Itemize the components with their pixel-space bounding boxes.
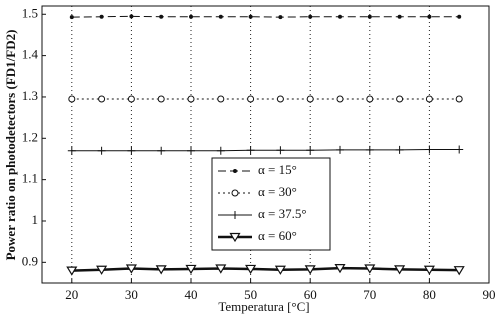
legend-marker xyxy=(231,189,239,197)
marker xyxy=(218,14,223,19)
marker xyxy=(187,95,195,103)
marker xyxy=(159,14,164,19)
marker xyxy=(453,266,465,276)
marker xyxy=(69,15,74,20)
marker xyxy=(365,145,374,154)
marker xyxy=(127,95,135,103)
x-tick-label: 40 xyxy=(185,287,198,302)
marker xyxy=(334,264,346,274)
marker xyxy=(397,14,402,19)
legend-label: α = 30° xyxy=(258,184,297,199)
marker xyxy=(96,265,108,275)
marker xyxy=(306,146,315,155)
y-tick-label: 1.5 xyxy=(22,5,38,20)
series-line xyxy=(71,148,460,152)
y-tick-label: 1 xyxy=(32,212,39,227)
marker xyxy=(215,264,227,274)
marker xyxy=(216,146,225,155)
x-tick-label: 50 xyxy=(244,287,257,302)
plot-frame xyxy=(41,5,490,284)
marker xyxy=(189,14,193,19)
marker xyxy=(127,146,136,155)
marker xyxy=(457,14,462,19)
x-tick-label: 60 xyxy=(304,287,317,302)
legend-label: α = 15° xyxy=(258,162,297,177)
marker xyxy=(185,264,197,275)
marker xyxy=(246,146,255,155)
marker xyxy=(425,95,433,103)
marker xyxy=(304,265,316,275)
marker xyxy=(217,95,225,103)
marker xyxy=(248,14,253,19)
y-tick-label: 0.9 xyxy=(22,253,38,268)
marker xyxy=(157,95,165,103)
marker xyxy=(366,95,374,103)
marker xyxy=(155,265,167,275)
legend-marker xyxy=(233,169,237,173)
marker xyxy=(129,14,134,19)
marker xyxy=(425,145,434,154)
legend-label: α = 37.5° xyxy=(258,206,307,221)
marker xyxy=(276,95,284,103)
x-tick-label: 80 xyxy=(423,287,436,302)
marker xyxy=(395,145,404,154)
legend-marker xyxy=(231,211,239,219)
y-tick-label: 1.1 xyxy=(22,171,38,186)
marker xyxy=(455,95,463,103)
marker xyxy=(66,266,78,276)
marker xyxy=(98,95,106,103)
series-line xyxy=(71,266,460,272)
marker xyxy=(423,265,435,275)
marker xyxy=(336,95,344,103)
x-tick-label: 20 xyxy=(65,287,78,302)
marker xyxy=(276,146,285,155)
marker xyxy=(97,146,106,155)
legend-label: α = 60° xyxy=(258,228,297,243)
marker xyxy=(336,145,344,154)
marker xyxy=(455,145,464,154)
x-tick-label: 70 xyxy=(363,287,376,302)
marker xyxy=(99,14,104,19)
y-tick-label: 1.4 xyxy=(22,47,39,62)
marker xyxy=(68,95,76,103)
y-tick-label: 1.2 xyxy=(22,129,38,144)
marker xyxy=(367,14,372,19)
y-axis-label: Power ratio on photodetectors (FD1/FD2) xyxy=(3,30,18,261)
marker xyxy=(278,15,283,20)
marker xyxy=(306,95,314,103)
marker xyxy=(364,264,376,274)
marker xyxy=(396,95,404,103)
marker xyxy=(308,14,313,19)
marker xyxy=(247,95,255,103)
marker xyxy=(125,264,137,274)
x-tick-label: 30 xyxy=(125,287,138,302)
series-line xyxy=(71,15,460,18)
marker xyxy=(245,264,257,275)
marker xyxy=(67,146,76,155)
marker xyxy=(394,265,406,275)
y-tick-label: 1.3 xyxy=(22,88,38,103)
marker xyxy=(274,265,286,275)
marker xyxy=(187,146,195,155)
marker xyxy=(427,14,432,19)
marker xyxy=(338,14,342,19)
marker xyxy=(157,146,166,155)
legend-marker xyxy=(229,232,241,243)
x-axis-label: Temperatura [°C] xyxy=(218,299,309,314)
x-tick-label: 90 xyxy=(483,287,496,302)
